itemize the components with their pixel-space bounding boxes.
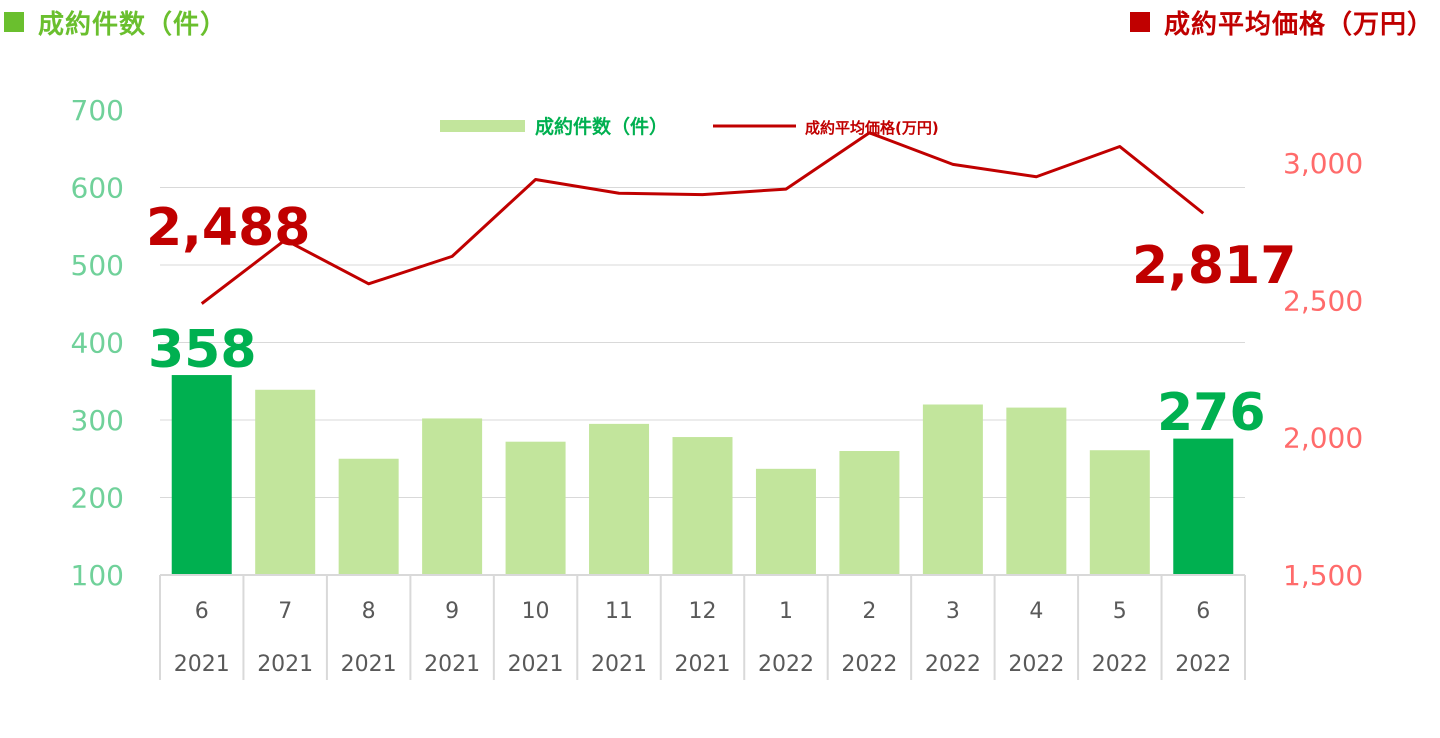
x-axis-month-label: 6 bbox=[1196, 599, 1210, 624]
left-axis-title: 成約件数（件） bbox=[4, 2, 227, 42]
x-axis-year-label: 2022 bbox=[1092, 652, 1148, 677]
bar bbox=[255, 389, 316, 575]
callout-first-price: 2,488 bbox=[146, 198, 310, 258]
legend-line-label: 成約平均価格(万円) bbox=[805, 119, 939, 137]
bar bbox=[1089, 450, 1150, 575]
right-axis-tick-label: 1,500 bbox=[1283, 559, 1363, 592]
left-axis-tick-label: 300 bbox=[71, 404, 124, 437]
left-axis-title-text: 成約件数（件） bbox=[38, 9, 228, 40]
bar bbox=[422, 418, 483, 575]
x-axis-month-label: 2 bbox=[862, 599, 876, 624]
bar bbox=[755, 468, 816, 575]
bar bbox=[1006, 407, 1067, 575]
price-line bbox=[200, 131, 1205, 305]
left-axis-tick-label: 100 bbox=[71, 559, 124, 592]
right-axis-tick-label: 3,000 bbox=[1283, 147, 1363, 180]
red-square-icon bbox=[1129, 12, 1150, 32]
left-axis-tick-label: 700 bbox=[71, 94, 124, 127]
x-axis-month-label: 10 bbox=[522, 599, 550, 624]
left-axis-tick-label: 600 bbox=[71, 172, 124, 205]
bar bbox=[922, 404, 983, 575]
bar bbox=[589, 423, 650, 575]
x-axis-year-label: 2021 bbox=[174, 652, 230, 677]
right-axis-title-text: 成約平均価格（万円） bbox=[1163, 9, 1434, 40]
x-axis-month-label: 1 bbox=[779, 599, 793, 624]
x-axis-month-label: 12 bbox=[689, 599, 717, 624]
callout-last-count: 276 bbox=[1157, 383, 1266, 443]
x-axis-month-label: 9 bbox=[445, 599, 459, 624]
x-axis-month-label: 4 bbox=[1029, 599, 1043, 624]
x-axis-month-label: 3 bbox=[946, 599, 960, 624]
x-axis-month-label: 7 bbox=[278, 599, 292, 624]
x-axis-year-label: 2021 bbox=[508, 652, 564, 677]
left-axis-tick-label: 400 bbox=[71, 327, 124, 360]
x-axis-month-label: 6 bbox=[195, 599, 209, 624]
x-axis-year-label: 2022 bbox=[1008, 652, 1064, 677]
x-axis-year-label: 2021 bbox=[341, 652, 397, 677]
bar bbox=[505, 441, 566, 575]
right-axis-tick-label: 2,000 bbox=[1283, 422, 1363, 455]
bar bbox=[672, 437, 733, 575]
legend-bar-swatch bbox=[440, 120, 525, 132]
right-axis-title: 成約平均価格（万円） bbox=[1129, 2, 1434, 42]
x-axis-year-label: 2021 bbox=[424, 652, 480, 677]
legend-bar-label: 成約件数（件） bbox=[535, 115, 668, 138]
bar bbox=[839, 451, 900, 575]
bar bbox=[171, 375, 232, 575]
callout-first-count: 358 bbox=[148, 320, 257, 380]
x-axis-year-label: 2022 bbox=[1175, 652, 1231, 677]
green-square-icon bbox=[4, 12, 24, 32]
bar bbox=[338, 458, 399, 575]
x-axis-year-label: 2022 bbox=[925, 652, 981, 677]
x-axis-month-label: 5 bbox=[1113, 599, 1127, 624]
x-axis-year-label: 2021 bbox=[257, 652, 313, 677]
bar bbox=[1173, 438, 1234, 575]
right-axis-tick-label: 2,500 bbox=[1283, 284, 1363, 317]
x-axis-year-label: 2021 bbox=[591, 652, 647, 677]
left-axis-tick-label: 200 bbox=[71, 482, 124, 515]
x-axis-month-label: 8 bbox=[362, 599, 376, 624]
x-axis-year-label: 2021 bbox=[675, 652, 731, 677]
callout-last-price: 2,817 bbox=[1132, 236, 1296, 296]
x-axis-year-label: 2022 bbox=[841, 652, 897, 677]
left-axis-tick-label: 500 bbox=[71, 249, 124, 282]
x-axis-month-label: 11 bbox=[605, 599, 633, 624]
x-axis-year-label: 2022 bbox=[758, 652, 814, 677]
